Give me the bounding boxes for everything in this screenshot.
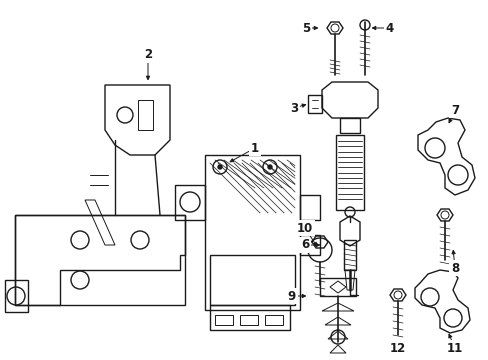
Bar xyxy=(209,255,294,305)
Bar xyxy=(209,305,289,330)
Text: 6: 6 xyxy=(300,238,308,252)
Bar xyxy=(138,100,153,130)
Text: 1: 1 xyxy=(250,141,259,154)
Bar xyxy=(343,240,355,270)
Text: 11: 11 xyxy=(446,342,462,355)
Text: 9: 9 xyxy=(287,289,296,302)
Text: 4: 4 xyxy=(385,22,393,35)
Bar xyxy=(264,315,283,325)
Bar xyxy=(15,215,184,305)
Bar xyxy=(335,135,363,210)
Text: 2: 2 xyxy=(143,49,152,62)
Bar xyxy=(240,315,258,325)
Bar xyxy=(339,118,359,133)
Circle shape xyxy=(218,165,222,169)
Text: 7: 7 xyxy=(450,104,458,117)
Text: 3: 3 xyxy=(289,102,298,114)
Bar xyxy=(175,185,204,220)
Bar xyxy=(299,195,319,220)
Bar xyxy=(299,235,319,255)
Text: 12: 12 xyxy=(389,342,406,355)
Bar xyxy=(215,315,232,325)
Text: 10: 10 xyxy=(296,221,312,234)
Bar xyxy=(319,278,355,296)
Text: 8: 8 xyxy=(450,261,458,274)
Circle shape xyxy=(267,165,271,169)
Text: 5: 5 xyxy=(301,22,309,35)
Bar xyxy=(204,155,299,310)
